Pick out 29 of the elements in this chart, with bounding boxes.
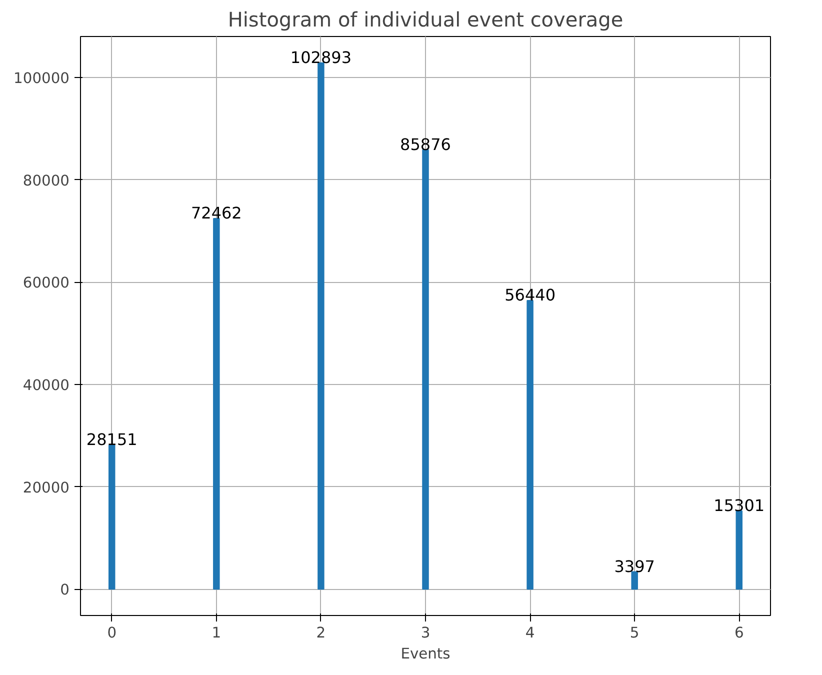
x-tick-label: 4 [525,624,535,642]
x-axis-title: Events [400,646,450,662]
y-tick-label: 0 [60,582,70,599]
data-label: 28151 [86,430,138,450]
bar [213,218,220,590]
data-label: 85876 [400,134,451,154]
bar [526,300,534,590]
x-tick-label: 1 [212,624,222,642]
x-tick-label: 6 [734,624,744,642]
y-tick-label: 40000 [22,377,70,394]
x-tick-label: 2 [316,624,326,642]
y-tick-label: 20000 [22,479,70,496]
x-tick-label: 5 [630,624,640,642]
y-tick-label: 100000 [14,70,70,88]
data-label: 102893 [290,48,352,67]
x-tick-label: 3 [420,624,430,642]
data-label: 56440 [504,285,556,304]
data-label: 3397 [614,556,655,576]
y-tick-label: 80000 [22,172,70,190]
bar [108,444,116,590]
bar [318,62,324,590]
chart-title: Histogram of individual event coverage [228,8,624,32]
data-label: 72462 [190,203,242,222]
y-tick-label: 60000 [22,274,70,292]
data-label: 15301 [714,496,765,515]
bar [422,149,429,590]
x-tick-label: 0 [107,624,117,642]
bar [631,571,638,590]
bar [736,510,743,590]
